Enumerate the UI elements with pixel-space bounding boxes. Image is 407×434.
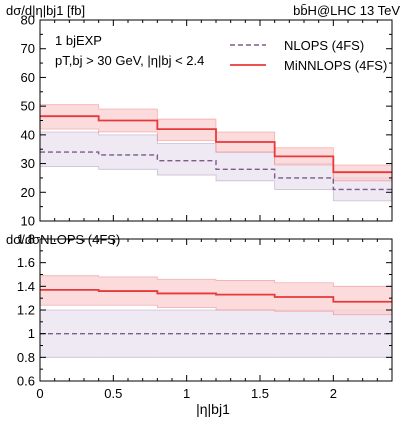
ytick-label-panel0-4: 50 — [21, 99, 35, 114]
ytick-label-panel1-3: 1.2 — [17, 303, 35, 318]
main-ylabel: dσ/d|η|bj1 [fb] — [6, 3, 85, 18]
ytick-label-panel0-5: 60 — [21, 70, 35, 85]
xtick-label-3: 1.5 — [251, 386, 269, 401]
band-edge-band-low-minnlops-panel1 — [40, 304, 392, 316]
band-nlops-panel0-bin5 — [333, 177, 392, 201]
xtick-label-1: 0.5 — [104, 386, 122, 401]
title-right: bb̄H@LHC 13 TeV — [293, 3, 400, 18]
band-edge-band-low-nlops-panel0 — [40, 166, 392, 202]
xtick-label-4: 2 — [330, 386, 337, 401]
ytick-label-panel1-1: 0.8 — [17, 350, 35, 365]
band-nlops-panel0-bin4 — [274, 163, 334, 190]
ytick-label-panel0-3: 40 — [21, 127, 35, 142]
xtick-label-0: 0 — [36, 386, 43, 401]
xtick-label-2: 1 — [183, 386, 190, 401]
ytick-label-panel0-6: 70 — [21, 41, 35, 56]
xlabel: |η|bj1 — [196, 401, 230, 417]
band-nlops-panel0-bin2 — [157, 143, 216, 176]
series-line-nlops-panel0 — [40, 151, 392, 191]
ytick-label-panel0-7: 80 — [21, 13, 35, 28]
legend-label-minnlops: MiNNLOPS (4FS) — [284, 58, 387, 73]
bands-layer — [40, 104, 392, 358]
axes-layer: 10 20 30 40 50 60 70 80 0.6 0.8 1 1.2 1.4 1.6 1.8 0 0.5 1… — [17, 13, 393, 401]
legend: NLOPS (4FS) MiNNLOPS (4FS) — [230, 38, 387, 73]
ytick-label-panel0-1: 20 — [21, 185, 35, 200]
ytick-label-panel1-0: 0.6 — [17, 374, 35, 389]
ytick-label-panel1-5: 1.6 — [17, 255, 35, 270]
ytick-label-panel0-0: 10 — [21, 214, 35, 229]
ytick-label-panel1-6: 1.8 — [17, 232, 35, 247]
band-edge-band-high-minnlops-panel0 — [40, 104, 392, 166]
ytick-label-panel1-2: 1 — [28, 326, 35, 341]
band-edge-band-high-minnlops-panel1 — [40, 275, 392, 287]
legend-label-nlops: NLOPS (4FS) — [284, 38, 364, 53]
series-line-minnlops-panel1 — [40, 288, 392, 303]
band-minnlops-panel1-bin5 — [333, 286, 392, 315]
ytick-label-panel0-2: 30 — [21, 156, 35, 171]
lines-layer — [40, 115, 392, 335]
band-nlops-panel0-bin3 — [216, 152, 275, 181]
series-line-minnlops-panel0 — [40, 115, 392, 174]
cut-line-2: pT,bj > 30 GeV, |η|bj < 2.4 — [55, 53, 204, 68]
band-nlops-panel0-bin0 — [40, 131, 99, 167]
ytick-label-panel1-4: 1.4 — [17, 279, 35, 294]
band-nlops-panel0-bin1 — [98, 134, 158, 170]
cut-line-1: 1 bjEXP — [55, 33, 102, 48]
